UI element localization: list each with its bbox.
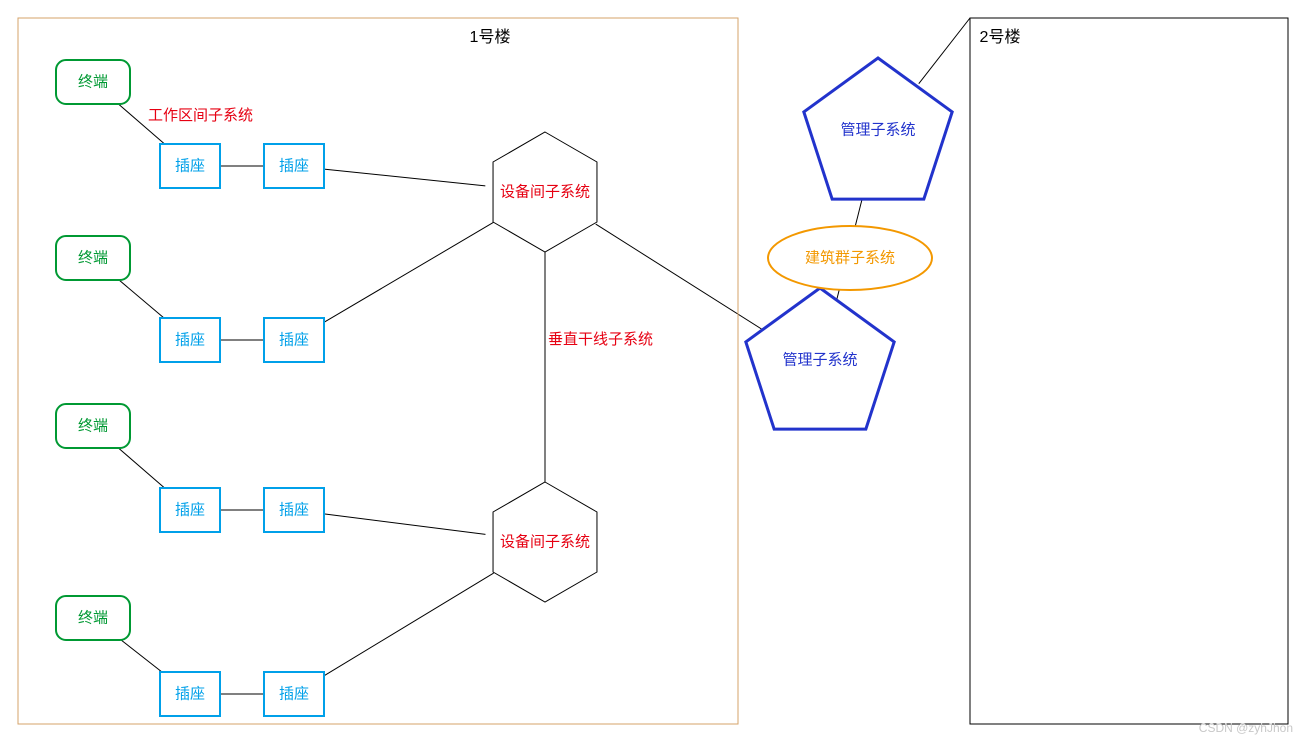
socket-label-s2a: 插座 [175, 332, 205, 349]
edge-p1-b2_corner [919, 18, 970, 84]
pentagon-label-p1: 管理子系统 [840, 122, 915, 139]
network-diagram: 终端终端终端终端插座插座插座插座插座插座插座插座设备间子系统设备间子系统管理子系… [0, 0, 1301, 739]
pentagon-label-p2: 管理子系统 [782, 352, 857, 369]
building-title-b1: 1号楼 [470, 28, 511, 46]
edge-s4b-h2 [324, 573, 494, 676]
label-l_vert: 垂直干线子系统 [548, 331, 653, 348]
building-b2 [970, 18, 1288, 724]
socket-label-s3b: 插座 [279, 502, 309, 519]
label-l_work: 工作区间子系统 [148, 107, 253, 124]
ellipse-label-e1: 建筑群子系统 [805, 250, 895, 267]
edge-t2-s2a [119, 280, 164, 318]
edge-s1b-h1 [324, 169, 485, 186]
watermark: CSDN @zyhJhon [1199, 721, 1293, 735]
edge-h1-p2 [596, 224, 764, 330]
building-b1 [18, 18, 738, 724]
socket-label-s2b: 插座 [279, 332, 309, 349]
hex-label-h1: 设备间子系统 [500, 184, 590, 201]
terminal-label-t2: 终端 [78, 250, 108, 267]
socket-label-s3a: 插座 [175, 502, 205, 519]
socket-label-s1b: 插座 [279, 158, 309, 175]
edge-s3b-h2 [324, 514, 485, 535]
edge-t4-s4a [121, 640, 162, 672]
socket-label-s1a: 插座 [175, 158, 205, 175]
terminal-label-t1: 终端 [78, 74, 108, 91]
socket-label-s4a: 插座 [175, 686, 205, 703]
hex-label-h2: 设备间子系统 [500, 534, 590, 551]
edge-t3-s3a [118, 448, 164, 488]
terminal-label-t4: 终端 [78, 610, 108, 627]
building-title-b2: 2号楼 [980, 28, 1021, 46]
edge-s2b-h1 [324, 222, 493, 322]
terminal-label-t3: 终端 [78, 418, 108, 435]
socket-label-s4b: 插座 [279, 686, 309, 703]
